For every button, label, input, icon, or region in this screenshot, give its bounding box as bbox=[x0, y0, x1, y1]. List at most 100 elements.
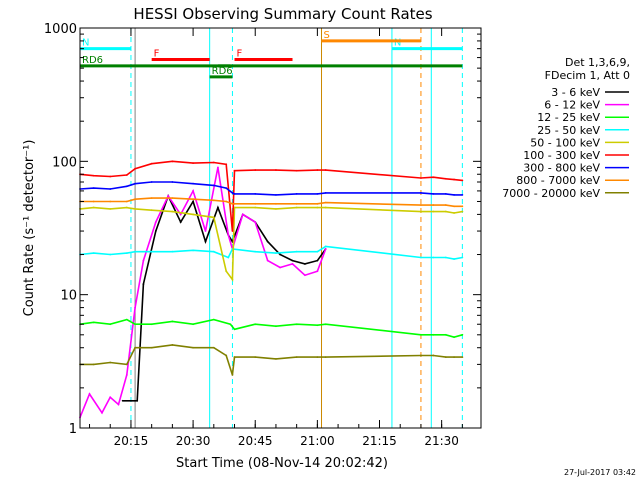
series-8-point-11 bbox=[233, 356, 236, 359]
series-0-point-1 bbox=[130, 399, 132, 402]
series-5-point-20 bbox=[453, 178, 455, 181]
series-1-point-2 bbox=[101, 411, 103, 414]
legend-label-6: 300 - 800 keV bbox=[523, 162, 600, 175]
series-4-point-5 bbox=[150, 209, 153, 212]
series-8-point-8 bbox=[212, 346, 215, 349]
series-1-point-9 bbox=[167, 195, 170, 197]
series-3-point-14 bbox=[316, 250, 319, 253]
legend: Det 1,3,6,9, FDecim 1, Att 0 3 - 6 keV6 … bbox=[502, 56, 630, 200]
series-3-point-13 bbox=[295, 250, 298, 253]
series-4-point-6 bbox=[171, 210, 174, 213]
series-5-point-17 bbox=[420, 177, 422, 179]
series-5-point-21 bbox=[461, 179, 464, 182]
series-2-point-5 bbox=[150, 323, 153, 326]
legend-label-2: 12 - 25 keV bbox=[537, 111, 600, 124]
series-5-point-16 bbox=[324, 169, 327, 171]
legend-label-7: 800 - 7000 keV bbox=[516, 174, 600, 187]
series-4-point-4 bbox=[134, 207, 136, 210]
series-7-point-4 bbox=[134, 198, 136, 201]
chart-title: HESSI Observing Summary Count Rates bbox=[133, 5, 432, 23]
series-5-point-2 bbox=[109, 175, 112, 178]
series-1-point-12 bbox=[204, 230, 207, 232]
series-0-point-15 bbox=[279, 253, 281, 256]
series-1-point-22 bbox=[316, 270, 319, 273]
series-0-point-18 bbox=[316, 259, 319, 262]
series-1-point-1 bbox=[88, 393, 91, 395]
series-0-point-6 bbox=[179, 221, 182, 224]
series-8-point-2 bbox=[109, 361, 112, 364]
series-3-point-7 bbox=[192, 249, 194, 252]
series-6-point-9 bbox=[225, 187, 228, 189]
series-2-point-15 bbox=[324, 323, 327, 326]
series-6-point-2 bbox=[109, 188, 112, 190]
legend-header-line-2: FDecim 1, Att 0 bbox=[545, 69, 630, 82]
series-4-point-15 bbox=[316, 206, 319, 209]
series-6-point-3 bbox=[125, 185, 128, 188]
y-tick-label-0: 1 bbox=[69, 422, 77, 437]
legend-header-line-1: Det 1,3,6,9, bbox=[565, 56, 630, 69]
series-2-point-18 bbox=[444, 333, 447, 336]
annotation-label-2: F bbox=[154, 49, 160, 60]
series-8-point-19 bbox=[444, 356, 447, 359]
x-tick-label-2: 20:45 bbox=[238, 434, 273, 448]
series-6-point-1 bbox=[92, 187, 95, 189]
series-7-point-16 bbox=[324, 201, 327, 204]
series-6-point-7 bbox=[192, 182, 194, 185]
series-1-point-18 bbox=[266, 259, 269, 262]
series-2-point-2 bbox=[109, 323, 112, 326]
annotation-label-4: S bbox=[324, 30, 330, 41]
series-4-point-3 bbox=[125, 206, 128, 209]
series-2-point-9 bbox=[229, 323, 232, 326]
series-8-point-18 bbox=[432, 354, 435, 357]
series-7-point-11 bbox=[233, 202, 236, 205]
series-5-point-13 bbox=[275, 169, 277, 171]
series-7-point-9 bbox=[225, 200, 228, 203]
series-2-point-6 bbox=[171, 320, 174, 323]
x-tick-label-5: 21:30 bbox=[424, 434, 459, 448]
series-7-point-8 bbox=[212, 199, 215, 202]
series-6-point-15 bbox=[316, 192, 319, 195]
series-2-point-4 bbox=[134, 323, 136, 326]
series-3-point-17 bbox=[432, 256, 435, 259]
y-tick-label-1: 10 bbox=[60, 289, 77, 304]
legend-label-5: 100 - 300 keV bbox=[523, 149, 600, 162]
series-line-4 bbox=[79, 206, 463, 282]
series-2-point-16 bbox=[420, 333, 422, 336]
series-3-point-4 bbox=[134, 250, 136, 253]
series-4-point-21 bbox=[461, 210, 464, 213]
series-5-point-11 bbox=[233, 169, 236, 172]
x-tick-label-3: 21:00 bbox=[300, 434, 335, 448]
series-0-point-3 bbox=[142, 283, 145, 286]
series-5-point-7 bbox=[192, 162, 194, 164]
series-8-point-1 bbox=[92, 363, 95, 366]
series-0-point-7 bbox=[192, 200, 194, 203]
series-4-point-8 bbox=[212, 216, 215, 219]
series-2-point-19 bbox=[453, 336, 455, 339]
series-8-point-6 bbox=[171, 344, 174, 346]
series-1-point-14 bbox=[227, 234, 230, 236]
series-6-point-8 bbox=[212, 184, 215, 187]
series-8-point-4 bbox=[134, 346, 136, 349]
series-6-point-12 bbox=[254, 192, 257, 195]
series-4-point-19 bbox=[444, 210, 447, 213]
series-line-5 bbox=[79, 160, 463, 232]
series-4-point-10 bbox=[231, 278, 234, 281]
series-4-point-2 bbox=[109, 207, 112, 210]
series-1-point-3 bbox=[109, 396, 112, 399]
annotation-label-3: F bbox=[237, 49, 243, 60]
series-7-point-6 bbox=[171, 197, 174, 199]
series-6-point-10 bbox=[231, 191, 234, 194]
series-7-point-15 bbox=[316, 202, 319, 205]
series-7-point-12 bbox=[254, 202, 257, 205]
y-tick-label-2: 100 bbox=[52, 155, 77, 170]
series-1-point-17 bbox=[254, 221, 257, 224]
series-7-point-5 bbox=[150, 197, 153, 199]
series-line-3 bbox=[79, 245, 463, 260]
series-3-point-11 bbox=[254, 250, 257, 253]
series-1-point-23 bbox=[324, 248, 327, 250]
series-0-point-9 bbox=[217, 206, 219, 209]
series-8-point-12 bbox=[254, 356, 257, 359]
series-line-2 bbox=[79, 318, 463, 339]
series-6-point-14 bbox=[295, 192, 298, 195]
series-8-point-20 bbox=[453, 356, 455, 359]
